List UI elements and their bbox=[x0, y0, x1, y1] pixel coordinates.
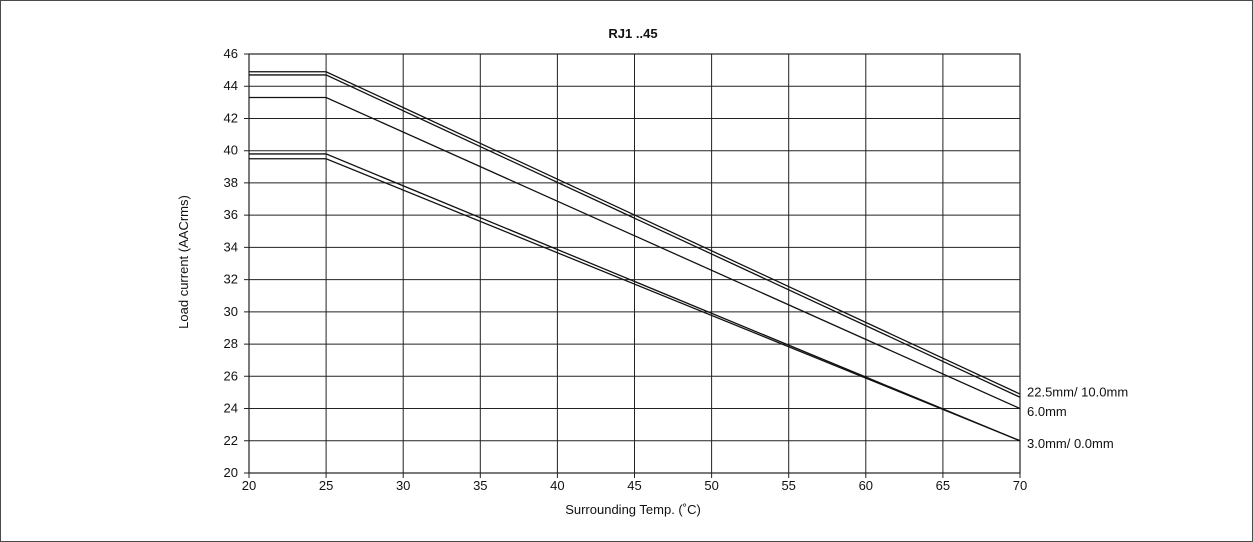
x-tick-label: 50 bbox=[704, 478, 718, 493]
plot-frame bbox=[248, 53, 1021, 474]
series-lines bbox=[249, 71, 1021, 442]
series-annotation: 22.5mm/ 10.0mm bbox=[1027, 384, 1128, 399]
y-tick-label: 40 bbox=[224, 143, 238, 158]
x-tick-label: 25 bbox=[319, 478, 333, 493]
x-tick-label: 65 bbox=[936, 478, 950, 493]
y-tick-label: 36 bbox=[224, 207, 238, 222]
x-tick-label: 55 bbox=[781, 478, 795, 493]
y-tick-label: 34 bbox=[224, 239, 238, 254]
y-tick-label: 20 bbox=[224, 465, 238, 480]
y-tick-label: 26 bbox=[224, 368, 238, 383]
y-tick-label: 44 bbox=[224, 78, 238, 93]
x-tick-label: 35 bbox=[473, 478, 487, 493]
y-tick-label: 30 bbox=[224, 304, 238, 319]
chart-title: RJ1 ..45 bbox=[608, 26, 657, 41]
x-tick-label: 60 bbox=[859, 478, 873, 493]
series-line bbox=[249, 71, 1021, 395]
series-annotation: 6.0mm bbox=[1027, 404, 1067, 419]
y-tick-label: 42 bbox=[224, 110, 238, 125]
y-tick-label: 46 bbox=[224, 46, 238, 61]
series-line bbox=[249, 96, 1021, 410]
y-tick-label: 38 bbox=[224, 175, 238, 190]
series-annotations: 22.5mm/ 10.0mm 6.0mm 3.0mm/ 0.0mm bbox=[1027, 384, 1128, 451]
series-line bbox=[249, 74, 1021, 398]
y-tick-labels: 20 22 24 26 28 30 32 34 36 38 40 42 44 46 bbox=[224, 46, 238, 480]
x-tick-label: 45 bbox=[627, 478, 641, 493]
y-axis-label: Load current (AACrms) bbox=[176, 195, 191, 329]
x-axis-label: Surrounding Temp. (˚C) bbox=[565, 502, 701, 517]
series-line bbox=[249, 158, 1021, 442]
x-tick-label: 20 bbox=[242, 478, 256, 493]
y-tick-label: 22 bbox=[224, 433, 238, 448]
x-tick-labels: 20 25 30 35 40 45 50 55 60 65 70 bbox=[242, 478, 1027, 493]
series-line bbox=[249, 153, 1021, 442]
x-tick-label: 40 bbox=[550, 478, 564, 493]
grid bbox=[244, 53, 1021, 478]
x-tick-label: 30 bbox=[396, 478, 410, 493]
y-tick-label: 32 bbox=[224, 272, 238, 287]
series-annotation: 3.0mm/ 0.0mm bbox=[1027, 436, 1114, 451]
x-tick-label: 70 bbox=[1013, 478, 1027, 493]
y-tick-label: 24 bbox=[224, 401, 238, 416]
y-tick-label: 28 bbox=[224, 336, 238, 351]
